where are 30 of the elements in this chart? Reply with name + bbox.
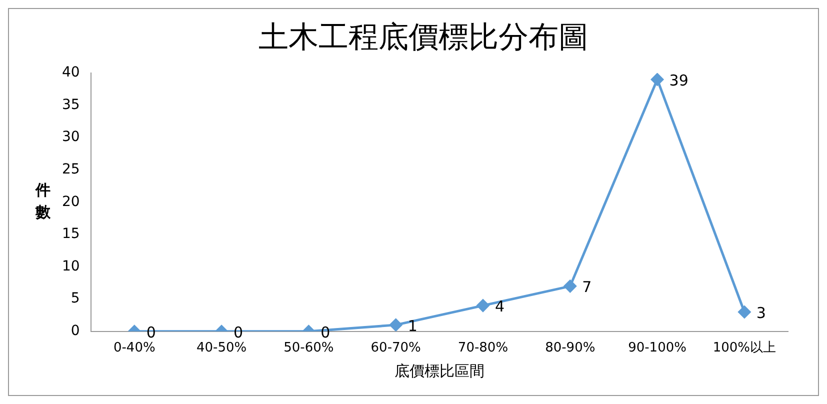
y-tick-label: 35 — [62, 96, 80, 113]
y-tick-label: 30 — [62, 129, 80, 146]
x-tick-label: 70-80% — [458, 340, 508, 356]
y-tick-label: 10 — [62, 258, 80, 274]
x-tick-label: 80-90% — [545, 340, 596, 356]
point — [564, 280, 576, 292]
y-tick-label: 0 — [70, 323, 80, 340]
point — [651, 73, 664, 86]
point — [738, 306, 751, 318]
data-label: 39 — [669, 71, 688, 90]
x-tick-label: 0-40% — [113, 340, 156, 356]
data-label: 3 — [756, 304, 766, 322]
x-axis-title: 底價標比區間 — [394, 362, 484, 380]
data-label: 7 — [582, 278, 592, 296]
data-label: 4 — [494, 297, 505, 316]
point — [476, 299, 490, 312]
point — [390, 318, 402, 332]
y-tick-label: 5 — [70, 290, 80, 307]
x-tick-label: 40-50% — [196, 340, 247, 356]
x-tick-label: 50-60% — [284, 340, 334, 356]
x-tick-label: 60-70% — [370, 340, 421, 356]
y-tick-label: 15 — [62, 226, 80, 242]
x-tick-label: 90-100% — [628, 340, 686, 356]
y-tick-label: 20 — [62, 194, 80, 210]
y-axis-title: 件數 — [34, 181, 52, 222]
y-tick-label: 40 — [62, 64, 80, 81]
data-label: 1 — [408, 316, 418, 335]
y-tick-label: 25 — [62, 162, 80, 178]
x-tick-label: 100%以上 — [712, 340, 776, 356]
chart-title: 土木工程底價標比分布圖 — [258, 20, 588, 55]
